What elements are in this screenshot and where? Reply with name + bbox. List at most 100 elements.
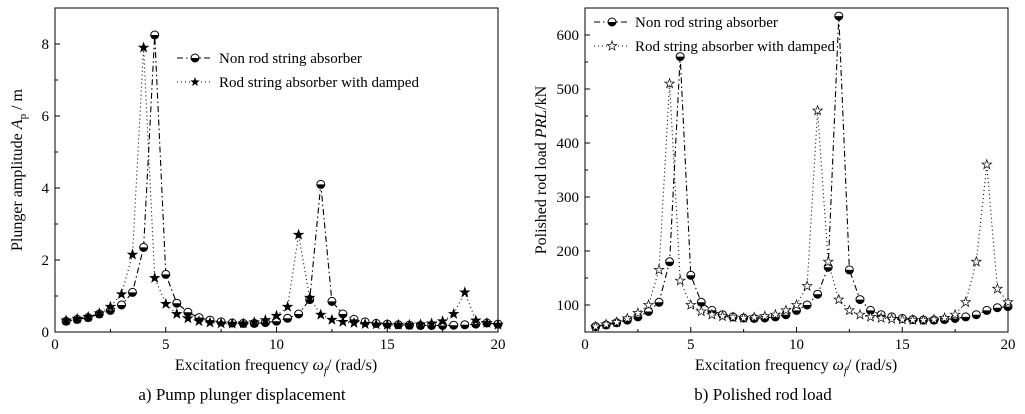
panel-b-series-1-point [982,305,992,315]
panel-a-series-2-point [492,318,504,330]
panel-a-series-2-point [348,316,360,328]
panel-b-legend: Non rod string absorber Rod string absor… [594,15,835,55]
panel-a-ytick-label: 6 [42,109,50,125]
panel-a-series-2-point [326,313,338,325]
panel-a-series-2-point [215,317,227,329]
panel-a-series-1-point [139,242,149,252]
panel-b-series-2-point [600,318,612,330]
panel-b-series-2-point [790,298,803,310]
panel-b-series-2-point [801,280,813,292]
panel-a-ytick-label: 8 [42,37,50,53]
panel-a-series-2-point [126,248,139,260]
panel-a-series-1-point [172,298,182,308]
panel-b-series-2-point [674,274,686,286]
panel-a-series-1-point [316,179,326,189]
panel-a-series [60,30,504,330]
panel-a-series-2-point [270,309,283,321]
panel-b-series-2-point [854,308,866,320]
panel-b-series-2-point [642,298,655,310]
panel-a-series-2-point [337,315,349,327]
panel-a-series-2-point [115,288,128,300]
panel-b-ytick-label: 200 [557,244,580,260]
panel-b-series-2-point [896,313,909,325]
panel-b-series-2-point [759,310,771,322]
panel-a-series-2-point [82,310,94,322]
legend-a-marker-2 [190,77,200,87]
panel-a-series-2-point [148,271,161,283]
panel-b-series-2-point [780,304,792,316]
panel-a-series-2-point [71,312,83,324]
panel-b-series-2-point [928,313,940,325]
panel-b-xtick-label: 10 [789,337,804,353]
panel-b-series-2-point [970,255,983,267]
panel-a-xtick-label: 10 [269,337,284,353]
panel-b-series-2-point [949,308,961,320]
panel-b-series-2-point [833,293,845,305]
panel-b-ytick-label: 500 [557,82,580,98]
panel-b-series-1-point [992,303,1002,313]
panel-a-series-1-point [128,287,137,297]
panel-b-plot-frame [584,7,1009,333]
panel-b-ytick-label: 400 [557,136,580,152]
panel-b-series-2-point [685,298,697,310]
panel-b-series-1-point [686,270,696,280]
panel-a-series-1-point [449,320,459,330]
panel-a-series-2-point [60,314,72,326]
panel-a-ytick-label: 4 [42,181,50,197]
panel-b-series-1-point [855,295,865,305]
panel-b-xtick-label: 20 [1001,337,1016,353]
panel-b-series-1-point [971,310,981,320]
panel-b-series-2-point [748,311,760,323]
panel-a-series-1-point [117,300,126,310]
panel-a-series-2-point [481,316,493,328]
legend-a-label-1: Non rod string absorber [219,51,362,67]
panel-a-series-1-point [327,296,337,306]
legend-a-label-2: Rod string absorber with damped [219,75,419,91]
panel-b-series-1-point [675,52,685,62]
panel-a-series-2-point [436,315,449,327]
panel-a-series-2-point [392,318,405,330]
panel-b-series-2-point [959,296,972,308]
panel-a-series-2-point [104,300,117,312]
panel-a-series-2-point [359,318,371,330]
panel-b-series-2-point [632,307,644,319]
panel-b-series-1-point [665,257,675,267]
panel-b-series-2-line [595,83,1009,328]
panel-b-series [589,11,1014,332]
panel-a-series-2-point [193,315,205,327]
panel-a-series-2-point [281,300,294,312]
panel-a-chart: 0 5 10 15 20 0 2 4 6 8 Non rod string absorber Ro… [9,7,506,404]
panel-a-ytick-label: 2 [42,253,50,269]
panel-b-series-1-line [595,16,1009,328]
panel-b-caption: b) Polished rod load [694,385,832,404]
panel-a-series-2-point [137,41,150,53]
panel-a-series-2-point [226,317,238,329]
panel-a-series-2-point [425,317,438,329]
panel-a-series-1-point [283,313,293,323]
panel-b-series-2-point [737,311,750,323]
panel-b-series-1-point [834,11,844,21]
panel-b-xlabel: Excitation frequency ωf/ (rad/s) [695,357,897,377]
panel-a-series-2-point [414,318,427,330]
panel-b-ytick-label: 100 [557,298,580,314]
panel-a-series-2-point [381,318,394,330]
panel-b-xtick-label: 15 [895,337,910,353]
panel-b-series-2-point [875,311,887,323]
legend-b-marker-1 [607,17,617,27]
panel-b-series-2-point [864,310,877,322]
panel-a-xtick-label: 5 [162,337,170,353]
panel-b-series-1-point [813,289,823,299]
panel-b-series-2-point [716,310,729,322]
panel-a-series-2-point [160,297,172,309]
panel-b-series-2-point [822,255,834,267]
panel-b-series-2-point [769,308,782,320]
panel-b-series-2-point [907,314,919,326]
panel-b-series-2-point [981,158,993,170]
panel-a-series-2-point [403,318,416,330]
panel-b-xtick-label: 0 [581,337,589,353]
panel-a-series-2-point [204,316,216,328]
panel-b-series-2-point [610,316,623,328]
panel-a-series-1-point [161,269,171,279]
panel-b-xtick-label: 5 [687,337,695,353]
